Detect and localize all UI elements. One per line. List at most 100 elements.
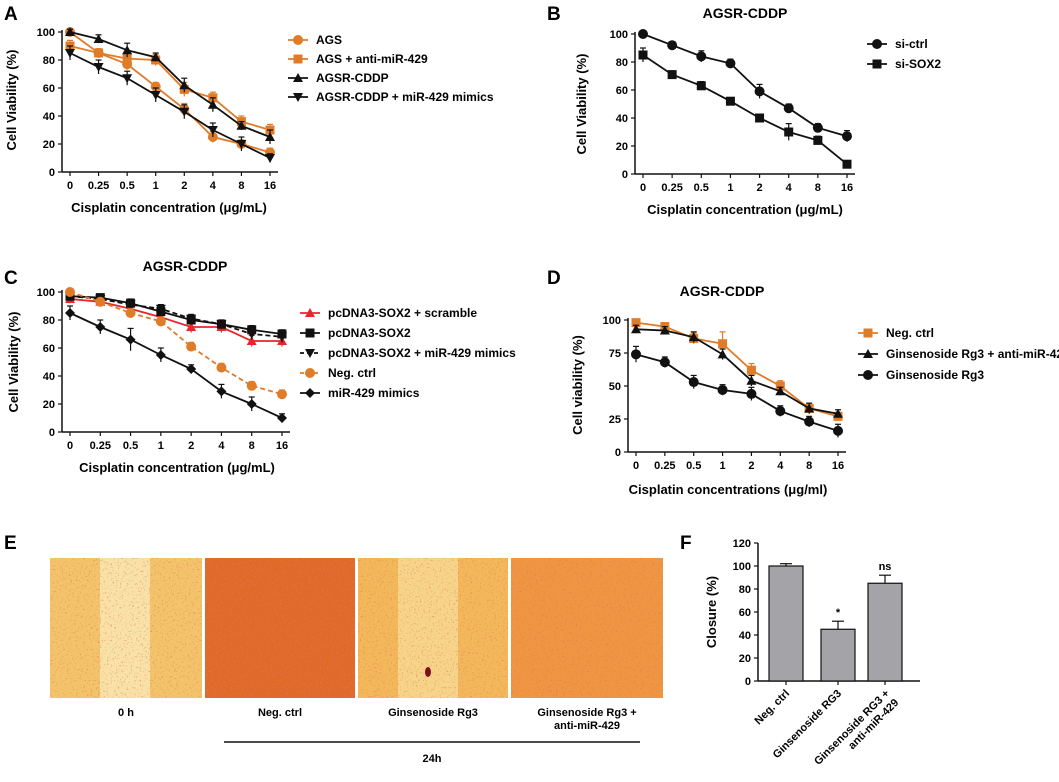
data-point [265,132,275,141]
data-point [150,91,161,100]
legend-label: pcDNA3-SOX2 [328,326,411,340]
data-point [667,40,678,51]
data-point [186,341,197,352]
series-mir-429-mimics [65,305,287,423]
x-tick-label: 0 [67,180,73,192]
x-tick-label: 4 [786,182,793,194]
x-axis-label: Cisplatin concentration (μg/mL) [647,202,843,217]
x-tick-label: 2 [748,460,754,472]
series-line [69,52,271,159]
y-axis-label: Cell Viability (%) [574,54,589,155]
x-tick-label: Neg. ctrl [753,688,793,728]
data-point [155,316,166,327]
data-point [125,300,136,310]
legend-item-si-sox2: si-SOX2 [867,57,941,71]
panel-label-a: A [4,4,18,25]
label-neg-ctrl: Neg. ctrl [258,707,302,719]
data-point [155,304,166,314]
data-point [775,386,786,396]
x-tick-label: 1 [153,180,159,192]
chart-a: 0 20 40 60 80 100 0 0.25 0.5 1 2 4 8 16 Cisplatin conc… [4,27,494,215]
data-point [277,332,287,342]
data-point [696,81,706,91]
legend-label: AGS [316,33,342,47]
data-point [125,334,136,345]
y-tick-label: 60 [43,83,55,95]
y-axis-label: Closure (%) [704,576,719,648]
series-line [635,353,839,432]
x-tick-label: 2 [188,440,194,452]
series-line [642,33,848,138]
series-si-ctrl [638,29,852,142]
x-tick-label: 2 [181,180,187,192]
data-point [833,408,843,418]
series-line [635,321,839,418]
series-pcdna3-sox2-mir-429-mimics [65,292,287,343]
x-tick-label: 8 [238,180,244,192]
x-axis-label: Cisplatin concentration (μg/mL) [79,460,275,475]
cell-texture [358,558,508,698]
data-point [783,103,794,114]
data-point [122,45,133,55]
wound-healing-panel: 0 h Neg. ctrl Ginsenoside Rg3 Ginsenosid… [50,558,663,765]
data-point [216,320,227,330]
series-neg-ctrl [65,287,287,400]
cell-texture [205,558,355,698]
x-tick-label: 4 [777,460,784,472]
y-tick-label: 0 [49,167,55,179]
legend-marker [305,388,315,398]
legend-item-ags: AGS [288,33,342,47]
y-tick-label: 80 [739,584,751,596]
data-point [65,49,75,58]
x-axis-label: Cisplatin concentrations (μg/ml) [629,482,828,497]
significance-label: ns [879,561,892,573]
chart-d: 0 25 50 75 100 0 0.25 0.5 1 2 4 8 16 Cisplatin concen… [570,283,1059,497]
data-point [717,384,728,395]
panel-label-f: F [680,533,692,554]
data-point [725,58,736,69]
legend-item-neg-ctrl: Neg. ctrl [300,366,376,380]
legend-label: pcDNA3-SOX2 + scramble [328,306,477,320]
data-point [186,322,197,331]
x-tick-label: 16 [841,182,853,194]
legend-label: si-SOX2 [895,57,941,71]
legend-marker [863,328,873,338]
y-tick-label: 80 [616,57,628,69]
data-point [93,34,104,43]
data-point [186,364,197,374]
data-point [833,425,843,436]
legend-label: miR-429 mimics [328,386,420,400]
legend-item-si-ctrl: si-ctrl [867,37,928,51]
legend-marker [305,328,315,338]
panel-label-d: D [547,268,561,289]
x-tick-label: 1 [720,460,726,472]
series-line [69,312,283,419]
y-axis-label: Cell viability (%) [570,335,585,435]
legend-item-ginsenoside-rg3: Ginsenoside Rg3 [858,368,984,382]
series-agsr-cddp-mir-429-mimics [65,45,275,163]
data-point [775,406,786,417]
data-point [688,377,699,388]
legend-item-ginsenoside-rg3-anti-mir-429: Ginsenoside Rg3 + anti-miR-429 [858,347,1059,361]
x-tick-label: 0.25 [661,182,682,194]
x-tick-label: 4 [210,180,217,192]
x-axis-label: Cisplatin concentration (μg/mL) [71,200,267,215]
data-point [804,416,815,427]
legend-item-ags-anti-mir-429: AGS + anti-miR-429 [288,52,428,66]
y-tick-label: 100 [603,315,621,327]
series-line [69,295,283,335]
data-point [638,29,648,39]
series-si-sox2 [638,47,852,169]
y-tick-label: 20 [616,141,628,153]
data-point [725,96,735,106]
y-tick-label: 40 [43,371,55,383]
data-point [631,349,641,360]
legend-item-pcdna3-sox2: pcDNA3-SOX2 [300,326,411,340]
data-point [207,99,218,109]
y-tick-label: 20 [43,399,55,411]
y-tick-label: 80 [43,315,55,327]
data-point [155,350,166,360]
legend-marker [305,308,315,317]
